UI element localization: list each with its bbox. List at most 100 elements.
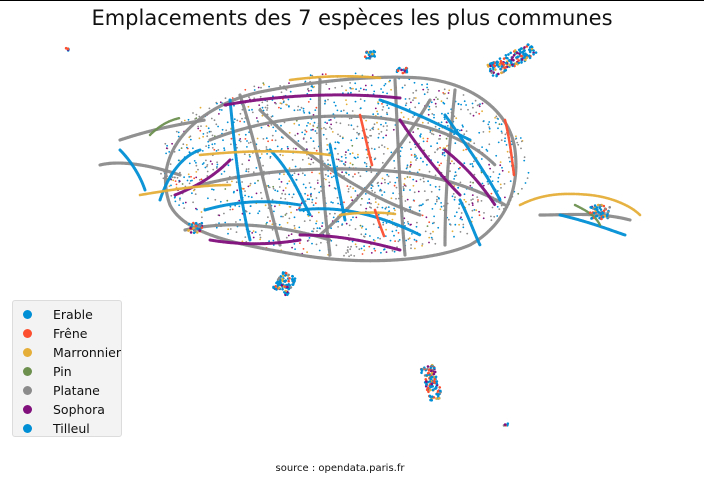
tree-point: [392, 128, 395, 131]
tree-point: [274, 130, 277, 132]
tree-point: [311, 215, 313, 218]
tree-point: [373, 90, 376, 93]
tree-point: [332, 216, 335, 219]
tree-point: [290, 233, 293, 236]
tree-point: [235, 221, 237, 223]
tree-point: [374, 201, 377, 204]
tree-point: [197, 168, 199, 171]
tree-point: [200, 211, 203, 213]
tree-point: [402, 116, 405, 119]
tree-point: [249, 184, 251, 187]
tree-point: [347, 234, 350, 236]
tree-point: [429, 377, 432, 380]
tree-point: [453, 162, 455, 165]
tree-point: [334, 104, 337, 107]
tree-point: [501, 61, 504, 65]
tree-point: [195, 171, 198, 173]
tree-point: [404, 84, 406, 87]
tree-point: [241, 181, 244, 183]
tree-point: [465, 200, 467, 203]
tree-point: [337, 153, 339, 155]
tree-point: [314, 109, 317, 111]
tree-point: [361, 137, 364, 140]
tree-point: [441, 112, 443, 115]
tree-point: [403, 183, 406, 185]
tree-point: [405, 239, 408, 242]
tree-point: [293, 243, 296, 245]
tree-point: [420, 369, 424, 372]
tree-point: [224, 97, 227, 100]
tree-point: [286, 182, 289, 185]
tree-point: [215, 167, 218, 169]
tree-point: [302, 137, 305, 139]
tree-point: [488, 127, 491, 130]
tree-point: [330, 176, 333, 179]
tree-point: [198, 115, 201, 118]
tree-point: [274, 287, 278, 291]
tree-point: [198, 179, 201, 181]
tree-point: [412, 184, 415, 187]
tree-point: [205, 145, 208, 148]
tree-point: [189, 138, 192, 141]
tree-point: [370, 147, 373, 150]
tree-point: [293, 227, 296, 230]
tree-point: [213, 143, 216, 145]
tree-point: [218, 113, 220, 115]
tree-point: [352, 187, 354, 190]
tree-point: [327, 163, 329, 166]
tree-point: [266, 221, 268, 224]
tree-point: [401, 86, 404, 89]
tree-point: [189, 226, 192, 230]
tree-point: [352, 216, 354, 219]
tree-point: [426, 225, 429, 228]
tree-point: [270, 115, 273, 118]
tree-point: [498, 63, 502, 67]
tree-point: [326, 122, 328, 124]
tree-point: [525, 45, 529, 48]
tree-point: [429, 184, 432, 186]
tree-point: [294, 248, 296, 251]
tree-point: [361, 253, 364, 255]
tree-point: [211, 143, 214, 146]
tree-point: [288, 277, 291, 280]
tree-point: [497, 118, 499, 120]
tree-point: [390, 88, 392, 91]
tree-point: [197, 125, 200, 128]
tree-point: [381, 144, 383, 147]
tree-point: [376, 121, 378, 124]
tree-point: [276, 145, 279, 148]
tree-point: [382, 221, 385, 224]
tree-point: [287, 273, 290, 277]
tree-point: [423, 93, 426, 96]
tree-point: [437, 397, 441, 400]
tree-point: [503, 66, 507, 70]
tree-point: [247, 185, 250, 188]
tree-point: [517, 59, 521, 62]
tree-point: [188, 176, 191, 178]
tree-point: [500, 123, 503, 126]
legend-item-tilleul: Tilleul: [23, 419, 121, 438]
tree-point: [168, 151, 171, 153]
tree-point: [216, 102, 218, 105]
tree-point: [436, 195, 439, 198]
street-erable: [378, 98, 472, 142]
park-cluster: [187, 221, 204, 235]
tree-point: [304, 174, 306, 177]
tree-point: [462, 94, 465, 96]
street-sophora: [208, 238, 302, 246]
tree-point: [503, 183, 506, 185]
tree-point: [349, 162, 352, 165]
tree-point: [414, 146, 417, 149]
tree-point: [475, 209, 478, 212]
tree-point: [211, 134, 214, 137]
tree-point: [417, 190, 420, 193]
tree-point: [477, 199, 479, 201]
tree-point: [226, 181, 229, 184]
tree-point: [432, 372, 436, 376]
tree-point: [433, 378, 437, 381]
tree-point: [427, 122, 430, 124]
tree-point: [441, 152, 444, 154]
tree-point: [480, 200, 483, 202]
tree-point: [405, 70, 409, 74]
tree-point: [471, 163, 474, 165]
